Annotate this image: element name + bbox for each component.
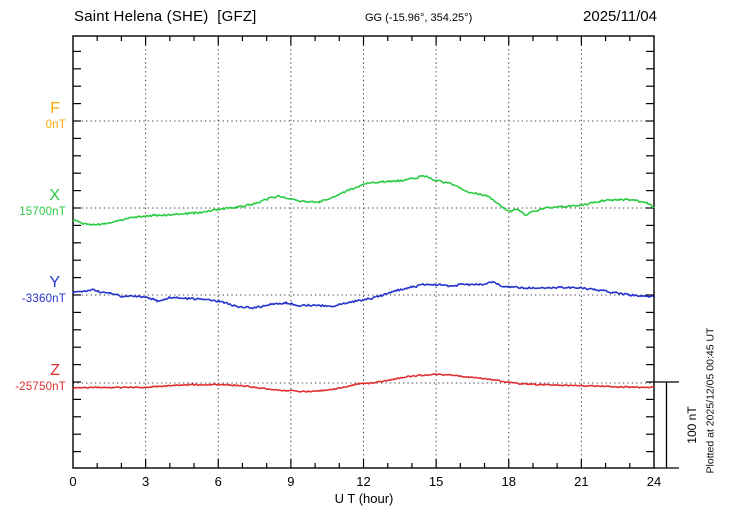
channel-baseline-f: 0nT xyxy=(45,119,66,131)
x-axis-tick-label: 12 xyxy=(356,474,371,489)
x-axis-title: U T (hour) xyxy=(334,491,394,506)
x-axis-tick-label: 24 xyxy=(646,474,662,489)
trace-y xyxy=(72,280,655,310)
x-axis-tick-label: 3 xyxy=(142,474,150,489)
channel-label-y: Y -3360nT xyxy=(0,275,66,306)
x-axis-tick-label: 18 xyxy=(501,474,516,489)
x-axis-tick-label: 0 xyxy=(69,474,77,489)
x-axis-tick-label: 6 xyxy=(214,474,222,489)
channel-baseline-x: 15700nT xyxy=(19,206,66,218)
x-axis-tick-label: 15 xyxy=(428,474,444,489)
x-axis-tick-label: 9 xyxy=(287,474,295,489)
trace-z xyxy=(72,373,655,393)
y-axis-ticks xyxy=(73,50,654,453)
station-coordinates: GG (-15.96°, 354.25°) xyxy=(365,12,473,24)
scale-bar-label: 100 nT xyxy=(685,406,699,444)
channel-letter-z: Z xyxy=(50,362,60,379)
channel-letter-y: Y xyxy=(49,274,60,291)
channel-letter-x: X xyxy=(49,187,60,204)
x-axis-tick-label: 21 xyxy=(574,474,589,489)
channel-label-x: X 15700nT xyxy=(0,188,66,219)
observation-date: 2025/11/04 xyxy=(583,8,657,25)
page-title: Saint Helena (SHE) [GFZ] xyxy=(74,8,257,25)
grid-lines xyxy=(73,36,654,468)
channel-label-f: F 0nT xyxy=(0,101,66,132)
trace-x xyxy=(72,175,655,226)
channel-baseline-z: -25750nT xyxy=(15,381,66,393)
scale-bar xyxy=(654,381,679,469)
channel-letter-f: F xyxy=(50,100,60,117)
plotted-at-note: Plotted at 2025/12/05 00:45 UT xyxy=(704,327,717,474)
plot-frame xyxy=(72,35,655,469)
channel-label-z: Z -25750nT xyxy=(0,363,66,394)
x-axis-ticks xyxy=(96,36,631,468)
channel-baseline-y: -3360nT xyxy=(21,293,66,305)
